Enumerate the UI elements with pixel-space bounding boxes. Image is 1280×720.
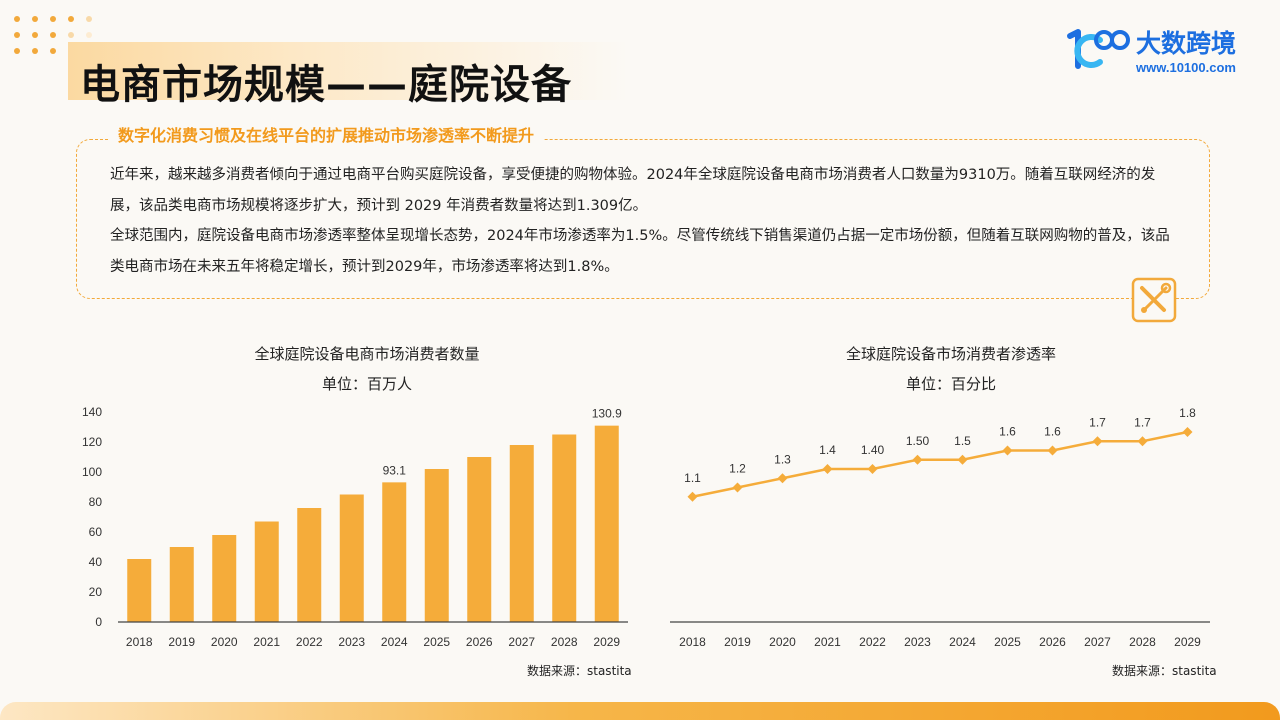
x-tick-label: 2026 <box>466 635 493 649</box>
x-tick-label: 2028 <box>551 635 578 649</box>
bar <box>594 425 619 622</box>
y-tick-label: 60 <box>89 525 103 539</box>
x-tick-label: 2020 <box>769 635 796 649</box>
data-label: 1.2 <box>729 462 746 476</box>
data-point <box>957 454 968 465</box>
data-label: 1.4 <box>819 443 836 457</box>
data-point <box>1137 436 1148 447</box>
data-label: 1.5 <box>954 434 971 448</box>
data-label: 1.50 <box>906 434 930 448</box>
x-tick-label: 2025 <box>994 635 1021 649</box>
line-chart-title: 全球庭院设备市场消费者渗透率 <box>845 345 1056 363</box>
data-point <box>732 482 743 493</box>
bar <box>169 547 194 622</box>
bar-chart-title: 全球庭院设备电商市场消费者数量 <box>254 345 480 363</box>
page-title: 电商市场规模——庭院设备 <box>80 62 572 108</box>
x-tick-label: 2022 <box>859 635 886 649</box>
x-tick-label: 2029 <box>1174 635 1201 649</box>
data-point <box>912 454 923 465</box>
y-tick-label: 120 <box>82 435 102 449</box>
y-tick-label: 20 <box>89 585 103 599</box>
data-label: 1.8 <box>1179 406 1196 420</box>
data-point <box>822 464 833 474</box>
summary-paragraph-1: 近年来，越来越多消费者倾向于通过电商平台购买庭院设备，享受便捷的购物体验。202… <box>110 167 1156 214</box>
bar <box>297 508 322 622</box>
y-tick-label: 0 <box>95 615 102 629</box>
data-label: 130.9 <box>592 407 622 421</box>
data-label: 1.6 <box>1044 425 1061 439</box>
series-line <box>692 430 1188 498</box>
bar <box>212 535 237 622</box>
line-chart: 1.1 2018 1.2 2019 1.3 2020 1.4 2021 1.40 2022 1.50… <box>670 406 1210 649</box>
x-tick-label: 2027 <box>1084 635 1111 649</box>
data-point <box>687 491 698 502</box>
x-tick-label: 2018 <box>679 635 706 649</box>
data-label: 1.1 <box>684 471 701 485</box>
data-label: 1.7 <box>1089 415 1106 429</box>
x-tick-label: 2029 <box>593 635 620 649</box>
x-tick-label: 2021 <box>253 635 280 649</box>
y-tick-label: 80 <box>89 495 103 509</box>
y-tick-label: 140 <box>82 405 102 419</box>
data-point <box>1182 427 1193 437</box>
logo-url: www.10100.com <box>1136 60 1236 75</box>
x-tick-label: 2023 <box>904 635 931 649</box>
bar <box>254 521 279 622</box>
data-label: 93.1 <box>383 463 407 477</box>
data-point <box>1002 445 1013 456</box>
bar <box>509 445 534 622</box>
x-tick-label: 2018 <box>126 635 153 649</box>
x-tick-label: 2022 <box>296 635 323 649</box>
logo-name: 大数跨境 <box>1136 29 1237 58</box>
x-tick-label: 2025 <box>423 635 450 649</box>
data-point <box>1092 436 1103 447</box>
data-label: 1.6 <box>999 425 1016 439</box>
bar-chart-unit: 单位：百万人 <box>321 375 412 393</box>
x-tick-label: 2026 <box>1039 635 1066 649</box>
summary-box <box>76 139 1210 299</box>
x-tick-label: 2024 <box>949 635 976 649</box>
y-tick-label: 100 <box>82 465 102 479</box>
data-label: 1.7 <box>1134 415 1151 429</box>
bar <box>339 494 364 622</box>
data-point <box>867 464 878 474</box>
x-tick-label: 2019 <box>724 635 751 649</box>
x-tick-label: 2023 <box>338 635 365 649</box>
x-tick-label: 2027 <box>508 635 535 649</box>
bar-chart: 0 20 40 60 80 100 120 140 2018 2019 2020 2021 2022 20… <box>82 405 628 649</box>
bar <box>552 434 577 622</box>
logo-mark-icon <box>1067 29 1130 69</box>
line-chart-unit: 单位：百分比 <box>905 375 996 393</box>
data-point <box>777 473 788 484</box>
bottom-decorative-bar <box>0 702 1280 720</box>
data-point <box>1047 445 1058 456</box>
x-tick-label: 2024 <box>381 635 408 649</box>
x-tick-label: 2028 <box>1129 635 1156 649</box>
tools-icon <box>1131 277 1177 323</box>
data-label: 1.40 <box>861 443 885 457</box>
x-tick-label: 2020 <box>211 635 238 649</box>
y-tick-label: 40 <box>89 555 103 569</box>
x-tick-label: 2021 <box>814 635 841 649</box>
bar <box>382 482 407 622</box>
bar <box>424 469 449 622</box>
bar-chart-source: 数据来源：stastita <box>527 664 632 678</box>
bar <box>127 559 152 622</box>
bar <box>467 457 492 622</box>
summary-subtitle: 数字化消费习惯及在线平台的扩展推动市场渗透率不断提升 <box>108 122 545 146</box>
summary-paragraph-2: 全球范围内，庭院设备电商市场渗透率整体呈现增长态势，2024年市场渗透率为1.5… <box>110 228 1170 275</box>
data-label: 1.3 <box>774 452 791 466</box>
brand-logo[interactable]: 大数跨境 www.10100.com <box>1064 22 1264 78</box>
title-highlight <box>68 42 628 100</box>
x-tick-label: 2019 <box>168 635 195 649</box>
line-chart-source: 数据来源：stastita <box>1112 664 1217 678</box>
